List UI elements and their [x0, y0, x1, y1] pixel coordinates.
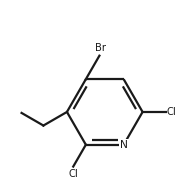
Text: N: N: [120, 140, 128, 150]
Text: Cl: Cl: [68, 169, 78, 178]
Text: Br: Br: [95, 43, 106, 53]
Text: Cl: Cl: [167, 107, 177, 117]
